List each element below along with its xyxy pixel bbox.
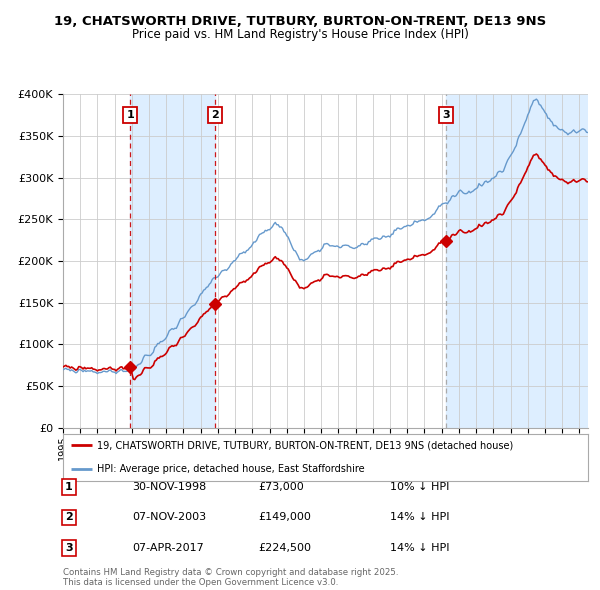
Text: 3: 3 [443,110,450,120]
Text: 2: 2 [211,110,219,120]
Text: 07-NOV-2003: 07-NOV-2003 [132,513,206,522]
Text: 19, CHATSWORTH DRIVE, TUTBURY, BURTON-ON-TRENT, DE13 9NS: 19, CHATSWORTH DRIVE, TUTBURY, BURTON-ON… [54,15,546,28]
Text: 2: 2 [65,513,73,522]
Text: 14% ↓ HPI: 14% ↓ HPI [390,513,449,522]
Bar [130,94,215,428]
Text: Price paid vs. HM Land Registry's House Price Index (HPI): Price paid vs. HM Land Registry's House … [131,28,469,41]
Text: HPI: Average price, detached house, East Staffordshire: HPI: Average price, detached house, East… [97,464,365,474]
Text: 3: 3 [65,543,73,553]
Text: £149,000: £149,000 [258,513,311,522]
Text: 1: 1 [127,110,134,120]
Text: £224,500: £224,500 [258,543,311,553]
Text: 10% ↓ HPI: 10% ↓ HPI [390,482,449,491]
Bar [446,94,588,428]
Text: £73,000: £73,000 [258,482,304,491]
Text: 14% ↓ HPI: 14% ↓ HPI [390,543,449,553]
Text: 30-NOV-1998: 30-NOV-1998 [132,482,206,491]
Text: Contains HM Land Registry data © Crown copyright and database right 2025.
This d: Contains HM Land Registry data © Crown c… [63,568,398,587]
Text: 07-APR-2017: 07-APR-2017 [132,543,204,553]
Text: 19, CHATSWORTH DRIVE, TUTBURY, BURTON-ON-TRENT, DE13 9NS (detached house): 19, CHATSWORTH DRIVE, TUTBURY, BURTON-ON… [97,441,514,450]
Text: 1: 1 [65,482,73,491]
